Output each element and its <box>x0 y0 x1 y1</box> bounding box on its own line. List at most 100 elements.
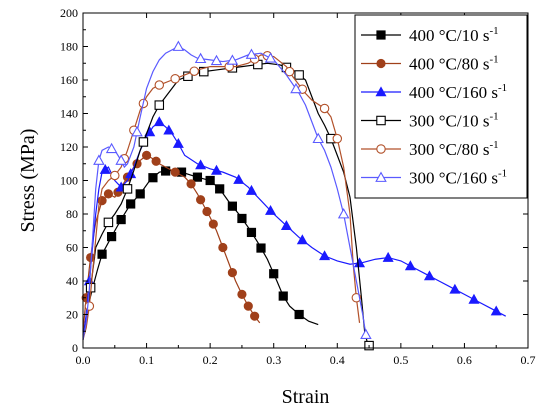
series-3-point-19 <box>404 260 416 271</box>
series-3-point-20 <box>423 270 435 281</box>
series-1-point-5 <box>135 189 145 199</box>
series-4-point-5 <box>154 100 165 110</box>
series-3-point-11 <box>233 174 245 184</box>
series-3-point-6 <box>153 116 165 127</box>
series-4-point-2 <box>103 217 114 228</box>
legend-box <box>354 14 528 199</box>
series-6-point-14 <box>360 328 372 340</box>
series-6-point-6 <box>194 52 207 64</box>
plot-area <box>81 40 507 351</box>
x-tick-label-1: 0.1 <box>139 353 154 367</box>
series-4-point-7 <box>199 66 209 77</box>
series-1-point-1 <box>97 249 107 259</box>
series-3-point-22 <box>468 293 480 304</box>
series-2-point-19 <box>250 311 260 321</box>
legend-marker-3 <box>375 86 387 97</box>
series-3-point-21 <box>449 283 461 294</box>
series-2-point-4 <box>103 189 114 199</box>
series-line-6 <box>82 45 367 340</box>
series-4-point-4 <box>138 137 149 147</box>
series-6-point-2 <box>105 142 118 154</box>
y-tick-label-3: 60 <box>66 241 78 255</box>
legend-label-4: 300 °C/10 s-1 <box>409 111 499 131</box>
series-6-point-10 <box>264 52 277 63</box>
series-6-point-1 <box>93 154 105 165</box>
legend: 400 °C/10 s-1 400 °C/80 s-1 400 °C/160 s-1… <box>354 14 528 199</box>
legend-entry-2: 400 °C/80 s-1 <box>361 54 499 74</box>
series-1-point-12 <box>227 201 237 211</box>
legend-marker-6 <box>375 171 387 182</box>
series-1-point-11 <box>215 184 225 194</box>
series-3-point-14 <box>280 220 292 230</box>
series-3-point-7 <box>163 124 175 135</box>
series-3-point-16 <box>319 250 331 261</box>
x-tick-label-3: 0.3 <box>266 353 281 367</box>
series-2-point-13 <box>202 206 212 217</box>
legend-marker-2 <box>376 58 386 69</box>
legend-entry-6: 300 °C/160 s-1 <box>361 168 507 188</box>
legend-entry-4: 300 °C/10 s-1 <box>361 111 499 131</box>
series-5-point-7 <box>170 73 180 84</box>
series-1 <box>82 166 319 335</box>
series-4-point-6 <box>183 71 193 81</box>
y-axis-title: Stress (MPa) <box>17 129 39 233</box>
series-1-point-14 <box>246 227 257 238</box>
series-3 <box>82 116 507 340</box>
y-tick-label-0: 0 <box>72 341 78 355</box>
y-tick-label-7: 140 <box>60 107 78 121</box>
series-2-point-11 <box>186 179 196 189</box>
y-tick-label-2: 40 <box>66 274 78 288</box>
series-6 <box>82 40 372 340</box>
series-3-point-10 <box>210 164 223 175</box>
series-5-point-14 <box>319 103 330 114</box>
x-tick-label-7: 0.7 <box>521 353 536 367</box>
series-1-point-6 <box>148 173 158 183</box>
series-3-point-9 <box>195 159 207 170</box>
series-6-point-7 <box>210 54 223 66</box>
axes: 0.0 0.1 0.2 0.3 0.4 0.5 0.6 0.7 0 20 40 60 80 100 120 1… <box>60 6 536 367</box>
legend-marker-1 <box>376 30 386 40</box>
y-tick-label-8: 160 <box>60 73 78 87</box>
x-tick-label-0: 0.0 <box>76 353 91 367</box>
y-tick-label-4: 80 <box>66 207 78 221</box>
series-2-point-10 <box>170 167 180 177</box>
legend-label-3: 400 °C/160 s-1 <box>409 82 507 102</box>
series-6-point-11 <box>290 82 302 94</box>
y-tick-label-9: 180 <box>60 40 78 54</box>
legend-marker-4 <box>376 115 386 126</box>
series-2-point-17 <box>237 289 247 299</box>
y-tick-label-1: 20 <box>66 308 78 322</box>
series-6-point-4 <box>131 125 143 137</box>
series-4-point-3 <box>122 184 133 194</box>
legend-entry-5: 300 °C/80 s-1 <box>361 139 499 159</box>
legend-label-5: 300 °C/80 s-1 <box>409 139 499 159</box>
series-5-point-1 <box>84 301 95 311</box>
series-2-point-8 <box>141 150 152 160</box>
series-2-point-18 <box>243 301 253 311</box>
series-5-point-2 <box>110 170 120 181</box>
series-2-point-14 <box>208 219 218 229</box>
series-5-point-12 <box>284 66 295 77</box>
series-5-point-6 <box>154 80 165 90</box>
series-3-point-17 <box>354 257 366 268</box>
legend-marker-5 <box>376 144 386 154</box>
series-1-point-10 <box>205 175 215 186</box>
legend-entry-1: 400 °C/10 s-1 <box>361 25 499 45</box>
series-1-point-2 <box>107 232 117 242</box>
series-2-point-9 <box>151 156 161 166</box>
series-1-point-4 <box>126 199 136 209</box>
series-1-point-3 <box>116 214 126 225</box>
x-tick-label-4: 0.4 <box>330 353 345 367</box>
series-1-point-18 <box>294 309 304 320</box>
series-4 <box>82 59 374 351</box>
legend-label-2: 400 °C/80 s-1 <box>409 54 499 74</box>
series-6-point-13 <box>337 208 350 219</box>
series-3-point-15 <box>296 234 308 245</box>
series-1-point-16 <box>269 269 279 279</box>
series-2-point-12 <box>196 195 206 205</box>
series-6-point-3 <box>115 154 127 165</box>
series-3-point-13 <box>265 204 277 215</box>
series-2-point-15 <box>218 242 228 253</box>
series-1-point-15 <box>256 243 266 253</box>
